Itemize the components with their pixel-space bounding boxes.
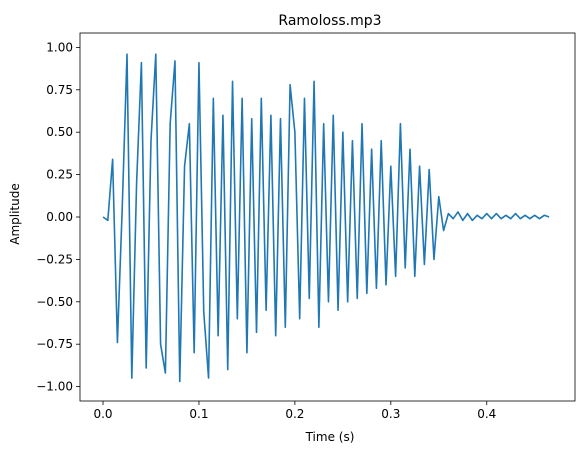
x-tick-label: 0.4 (477, 407, 496, 421)
chart-title: Ramoloss.mp3 (278, 13, 381, 29)
x-axis-label: Time (s) (305, 430, 355, 444)
x-tick-label: 0.1 (189, 407, 208, 421)
plot-area: 0.0 0.1 0.2 0.3 0.4 1.00 0.75 0.50 0.25 0.00 −0.25… (36, 32, 576, 421)
y-tick-label: 1.00 (46, 40, 73, 54)
y-tick-label: −0.75 (36, 337, 73, 351)
y-tick-label: −0.25 (36, 252, 73, 266)
y-tick-label: 0.25 (46, 168, 73, 182)
x-tick-label: 0.3 (381, 407, 400, 421)
x-tick-label: 0.2 (285, 407, 304, 421)
y-axis-label: Amplitude (8, 183, 22, 245)
y-tick-label: 0.00 (46, 210, 73, 224)
x-tick-label: 0.0 (93, 407, 112, 421)
y-tick-label: −1.00 (36, 380, 73, 394)
series-line-0 (102, 53, 550, 383)
y-tick-label: 0.50 (46, 125, 73, 139)
y-tick-label: 0.75 (46, 83, 73, 97)
y-tick-label: −0.50 (36, 295, 73, 309)
